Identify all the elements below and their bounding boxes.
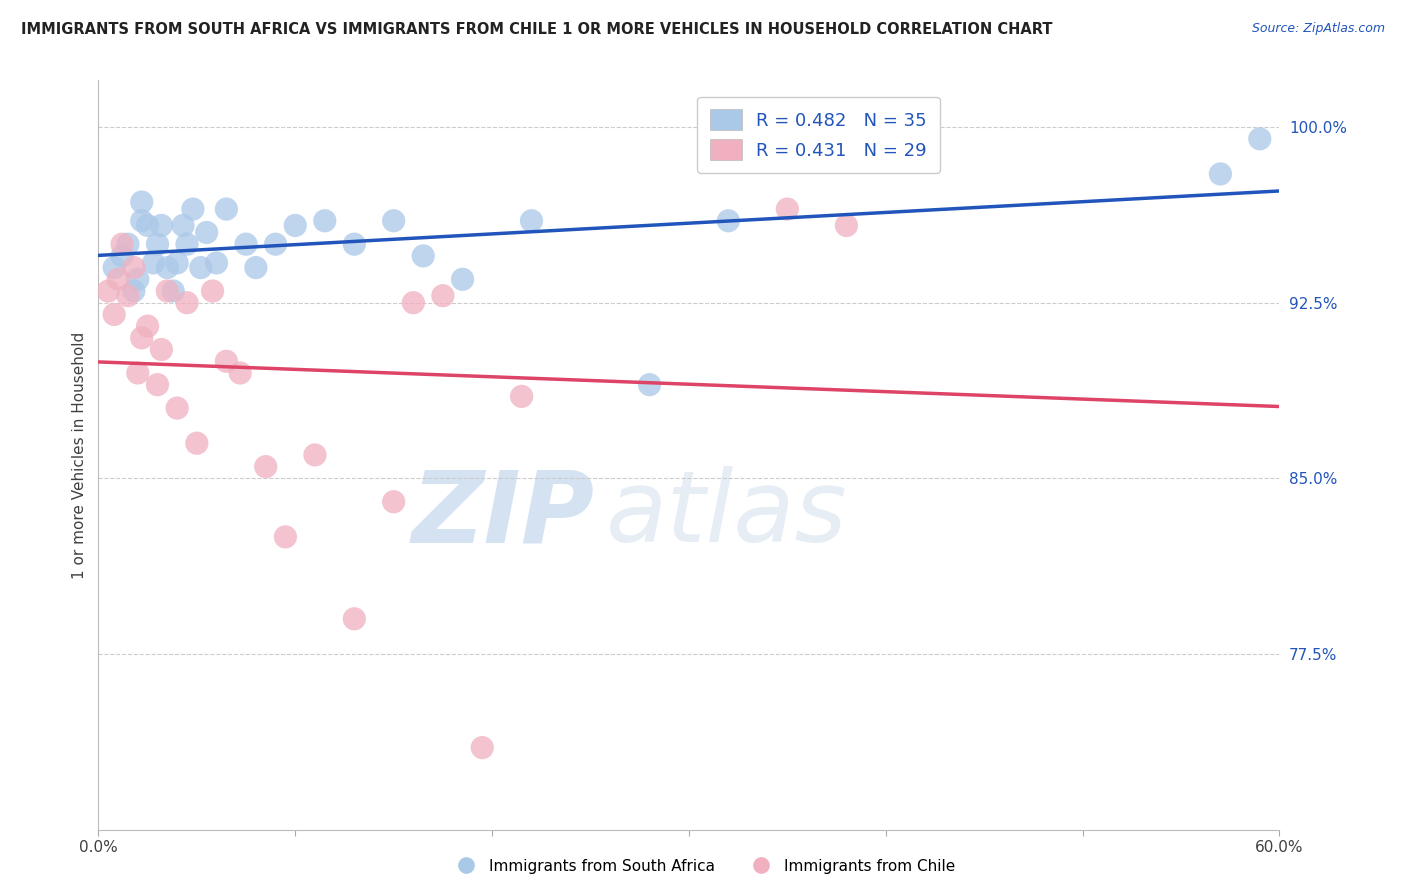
Point <box>412 249 434 263</box>
Point <box>146 377 169 392</box>
Legend: R = 0.482   N = 35, R = 0.431   N = 29: R = 0.482 N = 35, R = 0.431 N = 29 <box>697 97 939 173</box>
Point <box>131 214 153 228</box>
Point <box>195 226 218 240</box>
Point <box>304 448 326 462</box>
Point <box>150 343 173 357</box>
Text: IMMIGRANTS FROM SOUTH AFRICA VS IMMIGRANTS FROM CHILE 1 OR MORE VEHICLES IN HOUS: IMMIGRANTS FROM SOUTH AFRICA VS IMMIGRAN… <box>21 22 1053 37</box>
Point <box>451 272 474 286</box>
Point <box>264 237 287 252</box>
Point <box>136 319 159 334</box>
Y-axis label: 1 or more Vehicles in Household: 1 or more Vehicles in Household <box>72 331 87 579</box>
Point <box>776 202 799 216</box>
Point <box>343 612 366 626</box>
Point <box>156 260 179 275</box>
Point <box>343 237 366 252</box>
Point <box>382 494 405 508</box>
Point <box>1209 167 1232 181</box>
Point <box>205 256 228 270</box>
Point <box>1249 132 1271 146</box>
Point <box>107 272 129 286</box>
Point <box>111 237 134 252</box>
Legend: Immigrants from South Africa, Immigrants from Chile: Immigrants from South Africa, Immigrants… <box>444 853 962 880</box>
Point <box>131 331 153 345</box>
Text: atlas: atlas <box>606 467 848 564</box>
Text: ZIP: ZIP <box>412 467 595 564</box>
Point <box>166 256 188 270</box>
Point <box>284 219 307 233</box>
Point <box>103 260 125 275</box>
Point <box>201 284 224 298</box>
Point <box>166 401 188 415</box>
Point <box>235 237 257 252</box>
Point <box>111 249 134 263</box>
Point <box>835 219 858 233</box>
Point <box>190 260 212 275</box>
Point <box>176 295 198 310</box>
Point <box>274 530 297 544</box>
Point <box>142 256 165 270</box>
Point <box>245 260 267 275</box>
Point <box>156 284 179 298</box>
Point <box>136 219 159 233</box>
Point <box>127 366 149 380</box>
Point <box>382 214 405 228</box>
Point <box>117 288 139 302</box>
Point <box>229 366 252 380</box>
Point <box>127 272 149 286</box>
Point <box>510 389 533 403</box>
Point <box>97 284 120 298</box>
Point <box>146 237 169 252</box>
Point <box>103 307 125 321</box>
Point <box>254 459 277 474</box>
Point <box>215 354 238 368</box>
Point <box>717 214 740 228</box>
Point <box>402 295 425 310</box>
Point <box>314 214 336 228</box>
Point <box>432 288 454 302</box>
Point <box>150 219 173 233</box>
Point <box>471 740 494 755</box>
Point <box>638 377 661 392</box>
Point <box>176 237 198 252</box>
Point <box>172 219 194 233</box>
Point <box>186 436 208 450</box>
Point <box>122 260 145 275</box>
Point <box>131 194 153 209</box>
Point <box>181 202 204 216</box>
Text: Source: ZipAtlas.com: Source: ZipAtlas.com <box>1251 22 1385 36</box>
Point <box>122 284 145 298</box>
Point <box>117 237 139 252</box>
Point <box>215 202 238 216</box>
Point <box>162 284 184 298</box>
Point <box>520 214 543 228</box>
